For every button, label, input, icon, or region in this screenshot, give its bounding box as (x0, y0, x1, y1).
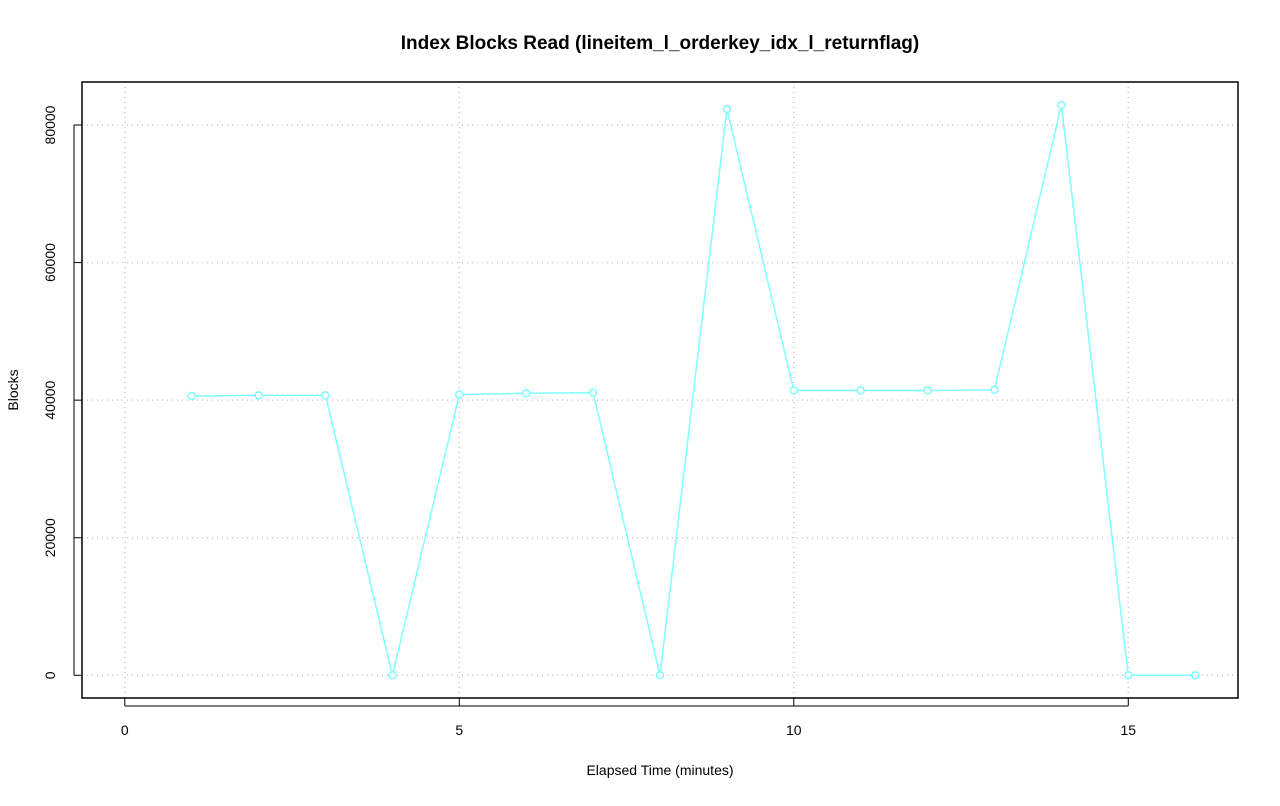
data-point (923, 386, 932, 395)
y-tick-label: 40000 (42, 380, 58, 419)
data-point (521, 389, 531, 398)
y-axis-label: Blocks (5, 369, 21, 410)
data-point (990, 385, 999, 395)
data-point (455, 390, 464, 399)
x-tick-label: 10 (786, 722, 802, 738)
y-tick-label: 0 (42, 671, 58, 679)
y-tick-label: 60000 (42, 243, 58, 282)
data-point (655, 671, 665, 680)
data-point (321, 391, 330, 400)
data-point (1057, 100, 1066, 110)
series-line (191, 104, 1196, 677)
data-point (722, 104, 732, 114)
x-tick-label: 0 (121, 722, 129, 738)
data-point (588, 388, 598, 397)
x-tick-label: 5 (455, 722, 463, 738)
data-point (1124, 671, 1133, 680)
data-point (187, 391, 196, 401)
y-tick-label: 20000 (42, 518, 58, 557)
data-point (388, 671, 397, 680)
chart-title: Index Blocks Read (lineitem_l_orderkey_i… (401, 33, 919, 54)
plot-frame (81, 81, 1239, 699)
y-tick-label: 80000 (42, 105, 58, 144)
data-point (856, 386, 865, 395)
data-point (789, 386, 799, 395)
x-tick-label: 15 (1120, 722, 1136, 738)
data-point (1190, 671, 1200, 680)
x-axis-label: Elapsed Time (minutes) (586, 762, 733, 778)
data-point (254, 391, 263, 400)
